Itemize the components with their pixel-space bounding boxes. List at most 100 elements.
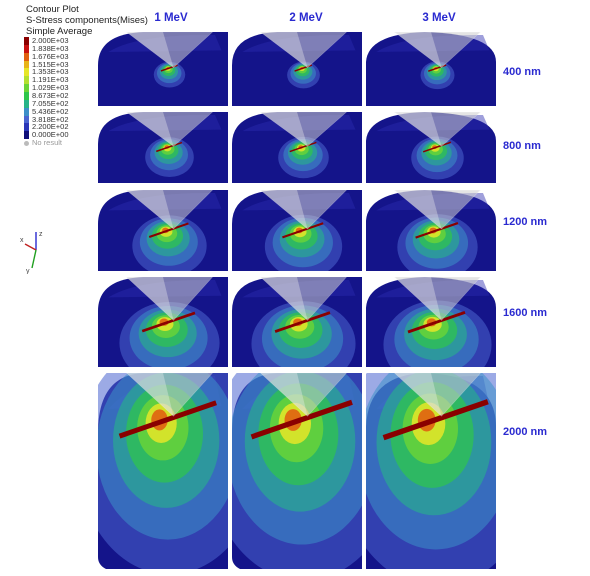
indenter-cone [260,190,347,230]
legend-swatch [24,60,29,69]
legend-no-result-label: No result [32,138,63,148]
x-axis-line [24,243,37,251]
legend-entry: 1.676E+03 [24,51,104,61]
row-label-2000nm: 2000 nm [503,426,548,438]
crack-line [282,222,324,239]
legend-swatch [24,37,29,45]
legend-entry: 1.515E+03 [24,59,104,69]
crack-line [422,141,452,153]
legend-value: 8.673E+02 [32,90,69,100]
indenter-cone [126,373,213,417]
crack-line [289,141,317,153]
indenter-cone [260,112,347,147]
crack-line [274,311,331,333]
legend-swatch [24,68,29,77]
stress-contour-cell-r1-c3 [366,32,496,106]
legend-no-result: No result [24,138,104,148]
legend-value: 1.838E+03 [32,43,69,53]
crack-line [155,141,183,153]
legend-value: 1.353E+03 [32,67,69,77]
indenter-cone [394,190,481,230]
legend-swatch [24,76,29,85]
legend-entry: 2.000E+03 [24,36,104,45]
legend-swatch [24,123,29,132]
crack-line [250,399,353,440]
stress-contour-cell-r2-c1 [98,112,228,183]
legend-entry: 3.818E+02 [24,114,104,124]
crack-line [415,222,459,239]
stress-contour-cell-r5-c1 [98,373,228,569]
legend-swatch [24,99,29,108]
crack-line [148,222,189,238]
triad-z-label: z [39,231,43,238]
stress-contour-cell-r1-c1 [98,32,228,106]
crack-line [407,310,466,334]
legend-averaging: Simple Average [26,26,93,37]
stress-contour-cell-r3-c1 [98,190,228,271]
legend-value: 7.055E+02 [32,98,69,108]
triad-y-label: y [26,268,30,274]
indenter-cone [260,32,347,68]
indenter-cone [394,373,481,417]
stress-contour-cell-r1-c2 [232,32,362,106]
indenter-cone [394,32,481,68]
legend-swatch [24,107,29,116]
legend-entry: 1.191E+03 [24,75,104,85]
indenter-cone-face [394,277,442,321]
legend-entry: 1.029E+03 [24,83,104,93]
legend-value: 1.515E+03 [32,59,69,69]
legend-swatch [24,115,29,124]
column-header-3mev: 3 MeV [422,12,456,24]
stress-contour-cell-r4-c1 [98,277,228,367]
legend-entry: 1.838E+03 [24,43,104,53]
indenter-cone-face [126,190,174,229]
crack-line [141,311,196,333]
indenter-cone-face [126,277,174,321]
legend-entry: 0.000E+00 [24,130,104,140]
legend-variable: S-Stress components(Mises) [26,15,148,26]
legend-swatch [24,91,29,100]
legend-value: 1.676E+03 [32,51,69,61]
indenter-cone-face [260,112,308,147]
row-label-400nm: 400 nm [503,66,541,78]
legend-value: 5.436E+02 [32,106,69,116]
indenter-cone-face [260,277,308,321]
axis-triad: x y z [20,228,64,275]
stress-contour-cell-r5-c3 [366,373,496,569]
stress-contour-cell-r2-c2 [232,112,362,183]
legend-value: 1.029E+03 [32,83,69,93]
indenter-cone [126,277,213,321]
legend-title: Contour Plot [26,4,79,15]
row-label-1600nm: 1600 nm [503,307,548,319]
indenter-cone [126,190,213,230]
row-label-800nm: 800 nm [503,140,541,152]
color-legend: 2.000E+03 1.838E+03 1.676E+03 1.515E+03 1.35… [24,36,104,148]
crack-line [118,400,217,439]
indenter-cone [394,277,481,321]
legend-value: 3.818E+02 [32,114,69,124]
indenter-cone [394,112,481,147]
indenter-cone-face [394,112,442,147]
indenter-cone [126,32,213,68]
legend-value: 2.200E+02 [32,122,69,132]
legend-entry: 2.200E+02 [24,122,104,132]
stress-contour-cell-r4-c3 [366,277,496,367]
indenter-cone [260,277,347,321]
legend-swatch [24,131,29,140]
indenter-cone [126,112,213,147]
row-label-1200nm: 1200 nm [503,216,548,228]
legend-entry: 8.673E+02 [24,90,104,100]
legend-entry: 5.436E+02 [24,106,104,116]
no-result-dot [24,141,29,147]
legend-entry: 1.353E+03 [24,67,104,77]
stress-contour-cell-r5-c2 [232,373,362,569]
indenter-cone [260,373,347,417]
stress-contour-cell-r4-c2 [232,277,362,367]
legend-entry: 7.055E+02 [24,98,104,108]
legend-swatch [24,44,29,53]
column-header-1mev: 1 MeV [154,12,188,24]
crack-line [382,399,489,441]
legend-value: 0.000E+00 [32,130,69,140]
legend-swatch [24,52,29,61]
